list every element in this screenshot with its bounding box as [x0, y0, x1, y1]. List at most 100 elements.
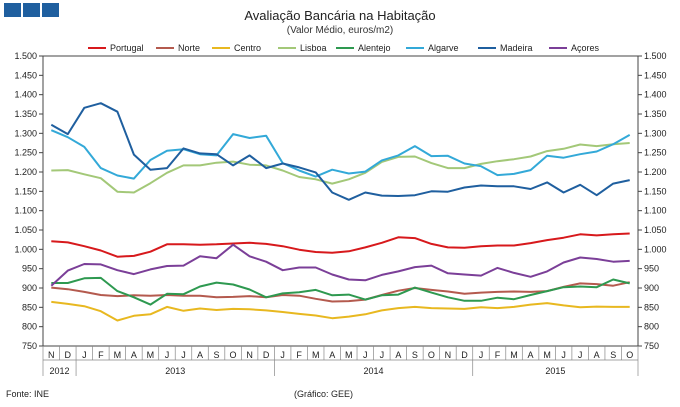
x-axis-month-label: N — [445, 350, 452, 360]
x-axis-month-label: A — [594, 350, 600, 360]
x-axis-month-label: O — [428, 350, 435, 360]
y-axis-tick-label-left: 1.500 — [14, 51, 37, 61]
legend-item: Madeira — [478, 41, 533, 55]
x-axis-month-label: A — [528, 350, 534, 360]
legend-item: Portugal — [88, 41, 144, 55]
y-axis-tick-label-right: 1.200 — [644, 167, 667, 177]
x-axis-month-label: N — [246, 350, 253, 360]
x-axis-month-label: J — [363, 350, 368, 360]
y-axis-tick-label-left: 1.350 — [14, 109, 37, 119]
series-line-portugal — [51, 232, 630, 258]
y-axis-tick-label-left: 1.300 — [14, 128, 37, 138]
x-axis-year-label: 2014 — [364, 366, 384, 376]
legend-swatch — [478, 47, 496, 49]
source-note: Fonte: INE — [6, 389, 50, 399]
header-decoration-block — [42, 3, 59, 17]
series-line-norte — [51, 281, 630, 303]
x-axis-year-label: 2015 — [545, 366, 565, 376]
y-axis-tick-label-right: 1.450 — [644, 70, 667, 80]
y-axis-tick-label-left: 1.150 — [14, 186, 37, 196]
chart-credit: (Gráfico: GEE) — [294, 389, 354, 399]
x-axis-month-label: J — [578, 350, 583, 360]
x-axis-month-label: F — [98, 350, 104, 360]
legend-swatch — [88, 47, 106, 49]
legend-label: Algarve — [428, 43, 459, 53]
x-axis-month-label: A — [395, 350, 401, 360]
chart-subtitle: (Valor Médio, euros/m2) — [286, 25, 394, 36]
x-axis-month-label: J — [165, 350, 170, 360]
y-axis-tick-label-right: 1.300 — [644, 128, 667, 138]
x-axis-month-label: J — [82, 350, 87, 360]
y-axis-tick-label-left: 1.400 — [14, 90, 37, 100]
y-axis-tick-label-left: 750 — [22, 341, 37, 351]
legend-item: Lisboa — [278, 41, 327, 55]
y-axis-tick-label-right: 1.100 — [644, 206, 667, 216]
x-axis-month-label: M — [312, 350, 320, 360]
x-axis-month-label: S — [610, 350, 616, 360]
y-axis-tick-label-left: 800 — [22, 322, 37, 332]
legend-swatch — [278, 47, 296, 49]
x-axis-month-label: A — [131, 350, 137, 360]
legend-item: Alentejo — [336, 41, 391, 55]
y-axis-tick-label-right: 850 — [644, 302, 659, 312]
x-axis-month-label: D — [461, 350, 468, 360]
legend-swatch — [212, 47, 230, 49]
legend-label: Portugal — [110, 43, 144, 53]
x-axis-year-label: 2012 — [50, 366, 70, 376]
x-axis-month-label: M — [543, 350, 551, 360]
x-axis-month-label: S — [412, 350, 418, 360]
series-line-madeira — [50, 102, 630, 201]
x-axis-month-label: J — [280, 350, 285, 360]
x-axis-month-label: D — [65, 350, 72, 360]
legend-label: Madeira — [500, 43, 533, 53]
chart-title: Avaliação Bancária na Habitação — [244, 8, 436, 23]
legend-item: Centro — [212, 41, 261, 55]
series-line-algarve — [50, 129, 631, 180]
y-axis-tick-label-right: 1.050 — [644, 225, 667, 235]
x-axis-month-label: F — [495, 350, 501, 360]
y-axis-tick-label-right: 1.250 — [644, 148, 667, 158]
series-line-centro — [51, 300, 630, 322]
y-axis-tick-label-left: 1.000 — [14, 244, 37, 254]
legend-item: Algarve — [406, 41, 459, 55]
legend-swatch — [549, 47, 567, 49]
x-axis-month-label: F — [296, 350, 302, 360]
x-axis-month-label: M — [147, 350, 155, 360]
x-axis-month-label: J — [479, 350, 484, 360]
x-axis-month-label: M — [510, 350, 518, 360]
x-axis-month-label: J — [380, 350, 385, 360]
y-axis-tick-label-left: 900 — [22, 283, 37, 293]
y-axis-tick-label-right: 1.150 — [644, 186, 667, 196]
legend-label: Centro — [234, 43, 262, 53]
y-axis-tick-label-left: 850 — [22, 302, 37, 312]
y-axis-tick-label-left: 1.450 — [14, 70, 37, 80]
legend-label: Açores — [571, 43, 600, 53]
legend-swatch — [336, 47, 354, 49]
x-axis-month-label: D — [263, 350, 270, 360]
x-axis-month-label: O — [626, 350, 633, 360]
y-axis-tick-label-left: 1.050 — [14, 225, 37, 235]
chart-legend: Portugal Norte Centro Lisboa Alentejo Algarve… — [0, 41, 680, 55]
y-axis-tick-label-left: 1.200 — [14, 167, 37, 177]
series-line-açores — [50, 243, 630, 287]
legend-item: Norte — [156, 41, 200, 55]
x-axis-year-label: 2013 — [165, 366, 185, 376]
y-axis-tick-label-right: 950 — [644, 264, 659, 274]
y-axis-tick-label-left: 950 — [22, 264, 37, 274]
y-axis-tick-label-right: 1.350 — [644, 109, 667, 119]
legend-item: Açores — [549, 41, 599, 55]
legend-label: Norte — [178, 43, 201, 53]
x-axis-month-label: A — [197, 350, 203, 360]
y-axis-tick-label-right: 750 — [644, 341, 659, 351]
x-axis-month-label: M — [345, 350, 353, 360]
x-axis-month-label: N — [48, 350, 55, 360]
y-axis-tick-label-right: 800 — [644, 322, 659, 332]
series-line-lisboa — [51, 142, 630, 194]
x-axis-month-label: J — [181, 350, 186, 360]
x-axis-month-label: J — [561, 350, 566, 360]
y-axis-tick-label-left: 1.250 — [14, 148, 37, 158]
x-axis-month-label: A — [329, 350, 335, 360]
legend-swatch — [406, 47, 424, 49]
x-axis-month-label: S — [214, 350, 220, 360]
